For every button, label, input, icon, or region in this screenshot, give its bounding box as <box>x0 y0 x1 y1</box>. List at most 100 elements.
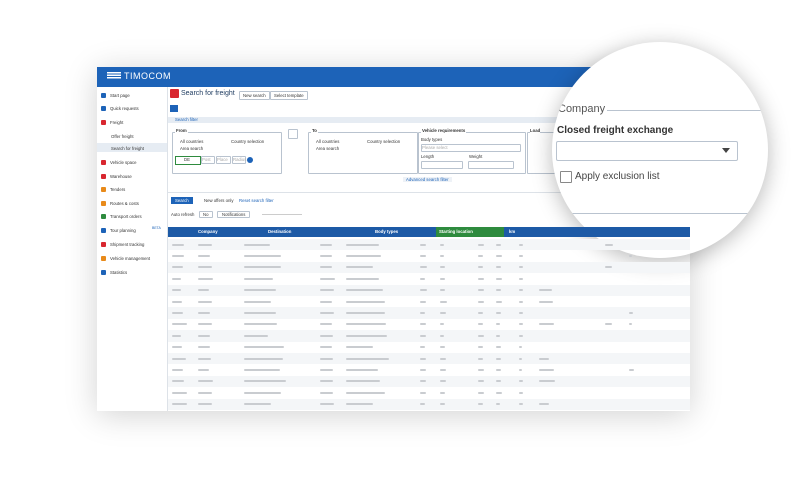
placeholder <box>440 380 446 383</box>
menu-item[interactable]: Freight <box>110 120 124 125</box>
placeholder <box>346 346 374 349</box>
menu-icon <box>101 93 106 98</box>
menu-item[interactable]: Vehicle space <box>110 160 137 165</box>
menu-item[interactable]: Transport orders <box>110 214 142 219</box>
label: Body types <box>421 137 443 142</box>
radio[interactable]: Area search <box>316 146 340 151</box>
placeholder <box>198 334 210 337</box>
slider[interactable] <box>262 214 302 215</box>
select[interactable]: Notifications <box>217 211 251 218</box>
dropdown-arrow <box>722 148 730 153</box>
placeholder <box>346 380 380 383</box>
placeholder <box>172 277 181 280</box>
input[interactable]: Place <box>216 156 231 164</box>
placeholder <box>478 300 485 303</box>
menu-icon <box>101 214 106 219</box>
placeholder <box>440 311 447 314</box>
add-button[interactable] <box>247 157 253 163</box>
placeholder <box>440 289 445 292</box>
placeholder <box>346 277 380 280</box>
placeholder <box>440 391 446 394</box>
placeholder <box>320 289 335 292</box>
table-header <box>168 227 690 237</box>
placeholder <box>478 323 483 326</box>
button[interactable]: Select template <box>270 91 308 100</box>
section-title[interactable]: Search filter <box>175 117 198 122</box>
placeholder <box>496 323 501 326</box>
placeholder <box>320 254 332 257</box>
menu-item[interactable]: Statistics <box>110 270 128 275</box>
column-header[interactable]: Company <box>198 229 218 234</box>
placeholder <box>198 266 212 269</box>
menu-item[interactable]: Routes & costs <box>110 201 139 206</box>
column-header[interactable]: Body types <box>375 229 399 234</box>
input[interactable] <box>468 161 514 169</box>
column-header[interactable]: Destination <box>268 229 292 234</box>
menu-item[interactable]: Search for freight <box>111 146 144 151</box>
placeholder <box>440 346 446 349</box>
menu-item[interactable]: Offer freight <box>111 134 134 139</box>
menu-item[interactable]: Vehicle management <box>110 256 151 261</box>
search-button[interactable]: Search <box>171 197 193 204</box>
placeholder <box>629 368 634 371</box>
divider <box>168 192 690 193</box>
zoom-checkbox[interactable] <box>560 171 572 183</box>
checkbox[interactable]: New offers only <box>204 198 234 203</box>
placeholder <box>172 254 184 257</box>
radio[interactable]: Area search <box>180 146 204 151</box>
placeholder <box>605 266 613 269</box>
column-header[interactable]: km <box>509 229 516 234</box>
radio[interactable]: Country selection <box>231 139 265 144</box>
zoom-checkbox-label: Apply exclusion list <box>575 171 660 182</box>
select[interactable]: No <box>199 211 213 218</box>
swap-button[interactable] <box>288 129 298 139</box>
placeholder <box>320 403 335 406</box>
menu-item[interactable]: Warehouse <box>110 174 132 179</box>
group-title: To <box>311 128 318 133</box>
zoom-select[interactable] <box>556 141 738 161</box>
country-select[interactable] <box>175 156 201 165</box>
placeholder <box>172 357 186 360</box>
menu-item[interactable]: Shipment tracking <box>110 242 145 247</box>
placeholder <box>244 368 280 371</box>
placeholder <box>346 289 383 292</box>
table-row <box>168 398 690 410</box>
link[interactable]: Advanced search filter <box>403 177 452 182</box>
zoom-fieldset <box>552 110 765 214</box>
placeholder <box>539 289 553 292</box>
radio[interactable]: All countries <box>316 139 340 144</box>
placeholder <box>440 368 447 371</box>
placeholder <box>420 243 426 246</box>
input[interactable]: Radius <box>232 156 247 164</box>
button[interactable]: New search <box>239 91 270 100</box>
placeholder <box>420 289 427 292</box>
placeholder <box>420 391 427 394</box>
placeholder <box>420 368 426 371</box>
input[interactable]: Post <box>201 156 215 164</box>
menu-item[interactable]: Start page <box>110 93 130 98</box>
placeholder <box>198 346 211 349</box>
toolbar-icon[interactable] <box>170 105 178 112</box>
select[interactable]: Please select <box>421 144 521 152</box>
placeholder <box>519 254 524 257</box>
placeholder <box>346 300 386 303</box>
placeholder <box>440 334 445 337</box>
placeholder <box>519 391 524 394</box>
placeholder <box>478 334 484 337</box>
placeholder <box>244 391 282 394</box>
placeholder <box>629 311 634 314</box>
table-header-green <box>436 227 504 237</box>
input[interactable] <box>421 161 463 169</box>
table-row <box>168 307 690 319</box>
placeholder <box>346 391 385 394</box>
menu-item[interactable]: Tour planning <box>110 228 136 233</box>
menu-item[interactable]: Quick requests <box>110 106 139 111</box>
column-header[interactable]: Starting location <box>439 229 473 234</box>
placeholder <box>320 300 333 303</box>
placeholder <box>420 311 426 314</box>
menu-item[interactable]: Tenders <box>110 187 126 192</box>
link[interactable]: Reset search filter <box>239 198 274 203</box>
radio[interactable]: All countries <box>180 139 204 144</box>
radio[interactable]: Country selection <box>367 139 401 144</box>
placeholder <box>478 380 485 383</box>
